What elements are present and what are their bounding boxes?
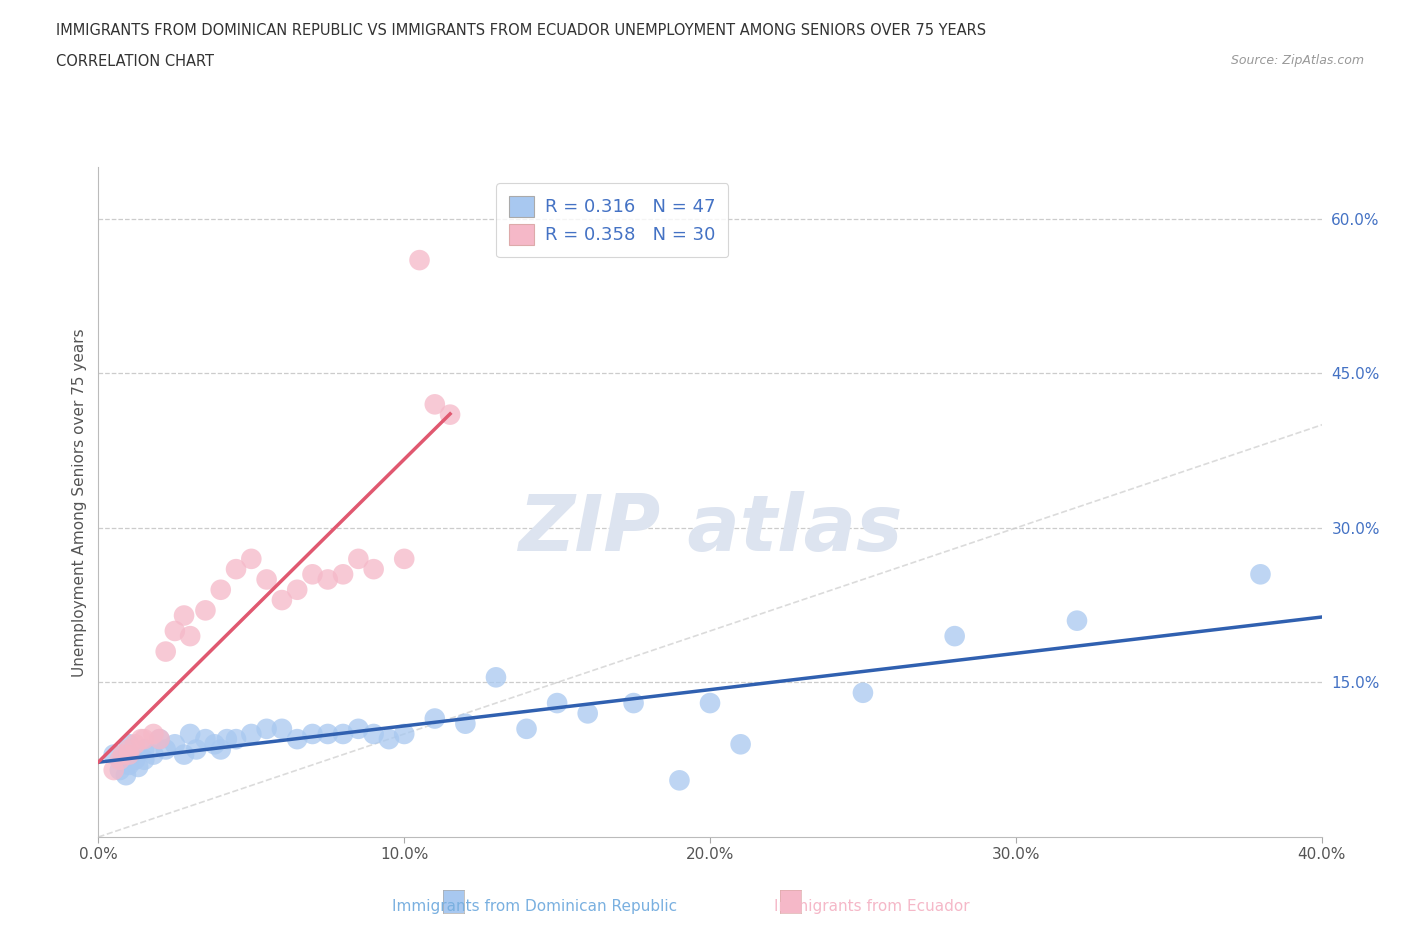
Text: Immigrants from Ecuador: Immigrants from Ecuador (773, 899, 970, 914)
Point (149, 732, 172, 747)
Text: IMMIGRANTS FROM DOMINICAN REPUBLIC VS IMMIGRANTS FROM ECUADOR UNEMPLOYMENT AMONG: IMMIGRANTS FROM DOMINICAN REPUBLIC VS IM… (56, 23, 987, 38)
Point (134, 742, 156, 757)
Point (163, 737, 186, 751)
Point (1066, 613, 1088, 628)
Point (256, 572, 278, 587)
Point (142, 726, 165, 741)
Point (115, 768, 138, 783)
Point (668, 773, 690, 788)
Point (173, 608, 195, 623)
Point (118, 742, 141, 757)
Point (423, 711, 446, 726)
Point (204, 737, 226, 751)
Point (363, 562, 385, 577)
Point (516, 722, 538, 737)
Point (270, 592, 292, 607)
Point (118, 737, 141, 751)
Point (285, 582, 308, 597)
Point (129, 732, 152, 747)
Point (576, 706, 599, 721)
Point (316, 726, 339, 741)
Point (423, 397, 446, 412)
Point (392, 726, 416, 741)
Point (118, 757, 141, 772)
Text: Source: ZipAtlas.com: Source: ZipAtlas.com (1230, 54, 1364, 67)
Point (392, 551, 416, 566)
Point (699, 696, 721, 711)
Point (127, 760, 149, 775)
Point (378, 732, 401, 747)
Point (546, 696, 568, 711)
Point (118, 747, 141, 762)
Text: ZIP atlas: ZIP atlas (517, 491, 903, 567)
Point (179, 629, 201, 644)
Point (225, 562, 247, 577)
Point (852, 685, 875, 700)
Point (347, 551, 370, 566)
Text: Immigrants from Dominican Republic: Immigrants from Dominican Republic (392, 899, 676, 914)
Point (301, 567, 323, 582)
Point (103, 747, 125, 762)
Point (155, 742, 177, 757)
Point (240, 726, 263, 741)
Point (134, 732, 156, 747)
Point (186, 742, 208, 757)
Point (108, 763, 131, 777)
Point (439, 407, 461, 422)
Point (454, 716, 477, 731)
Point (485, 670, 508, 684)
Point (408, 253, 430, 268)
Point (316, 572, 339, 587)
Point (215, 732, 238, 747)
Point (111, 752, 134, 767)
Point (173, 747, 195, 762)
Point (225, 732, 247, 747)
Text: CORRELATION CHART: CORRELATION CHART (56, 54, 214, 69)
Y-axis label: Unemployment Among Seniors over 75 years: Unemployment Among Seniors over 75 years (72, 328, 87, 676)
Point (256, 722, 278, 737)
Point (142, 747, 165, 762)
Point (1249, 567, 1271, 582)
Point (270, 722, 292, 737)
Point (134, 752, 156, 767)
Point (149, 732, 172, 747)
Point (363, 726, 385, 741)
Point (240, 551, 263, 566)
Point (194, 732, 217, 747)
Point (730, 737, 752, 751)
Point (108, 752, 131, 767)
Point (124, 752, 146, 767)
Point (124, 737, 146, 751)
Point (209, 742, 232, 757)
Point (209, 582, 232, 597)
Legend: R = 0.316   N = 47, R = 0.358   N = 30: R = 0.316 N = 47, R = 0.358 N = 30 (496, 183, 728, 258)
Point (155, 644, 177, 659)
Point (623, 696, 645, 711)
Point (285, 732, 308, 747)
Point (103, 763, 125, 777)
Point (163, 623, 186, 638)
Point (332, 726, 354, 741)
Point (347, 722, 370, 737)
Point (943, 629, 966, 644)
Point (111, 747, 134, 762)
Point (301, 726, 323, 741)
Point (332, 567, 354, 582)
Point (179, 726, 201, 741)
Point (194, 603, 217, 618)
